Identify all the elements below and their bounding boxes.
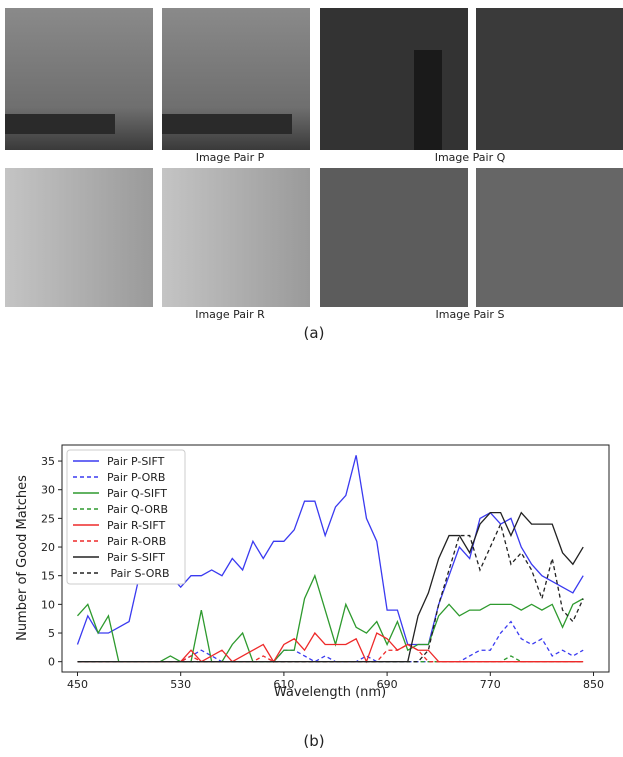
- image: [162, 114, 292, 134]
- x-tick-label: 850: [583, 678, 604, 691]
- y-tick-label: 10: [41, 598, 55, 611]
- plot-frame: [61, 444, 610, 673]
- image-label: Image Pair S: [436, 308, 505, 321]
- legend-label: Pair P-SIFT: [107, 455, 165, 468]
- legend-box: [66, 449, 186, 585]
- x-tick-label: 450: [67, 678, 88, 691]
- caption: (b): [303, 732, 324, 750]
- image: [162, 168, 310, 307]
- legend-label: Pair R-ORB: [107, 535, 166, 548]
- x-tick-label: 610: [273, 678, 294, 691]
- image: [476, 168, 623, 307]
- legend-label: Pair R-SIFT: [107, 519, 165, 532]
- y-axis-label: Number of Good Matches: [15, 475, 30, 641]
- y-tick-label: 20: [41, 541, 55, 554]
- y-tick-label: 0: [48, 656, 55, 669]
- y-tick-label: 35: [41, 455, 55, 468]
- image: [476, 8, 623, 150]
- x-axis-label: Wavelength (nm): [274, 685, 386, 700]
- y-tick-label: 30: [41, 484, 55, 497]
- legend-label: Pair S-SIFT: [107, 551, 165, 564]
- series-line: [77, 522, 584, 663]
- legend-label: Pair S-ORB: [107, 567, 170, 580]
- image: [5, 168, 153, 307]
- y-tick-label: 5: [48, 627, 55, 640]
- y-tick-label: 25: [41, 512, 55, 525]
- image: [414, 50, 442, 150]
- legend-label: Pair Q-SIFT: [107, 487, 167, 500]
- legend-label: Pair Q-ORB: [107, 503, 168, 516]
- x-tick-label: 770: [480, 678, 501, 691]
- image: [320, 168, 468, 307]
- series-line: [77, 631, 584, 664]
- image: [5, 114, 115, 134]
- x-tick-label: 690: [377, 678, 398, 691]
- image: [320, 8, 468, 150]
- series-line: [76, 573, 584, 663]
- y-tick-label: 15: [41, 570, 55, 583]
- legend-label: Pair P-ORB: [107, 471, 165, 484]
- caption: (a): [304, 324, 325, 342]
- x-tick-label: 530: [170, 678, 191, 691]
- image-label: Image Pair P: [196, 151, 265, 164]
- image-label: Image Pair Q: [435, 151, 506, 164]
- image-label: Image Pair R: [195, 308, 265, 321]
